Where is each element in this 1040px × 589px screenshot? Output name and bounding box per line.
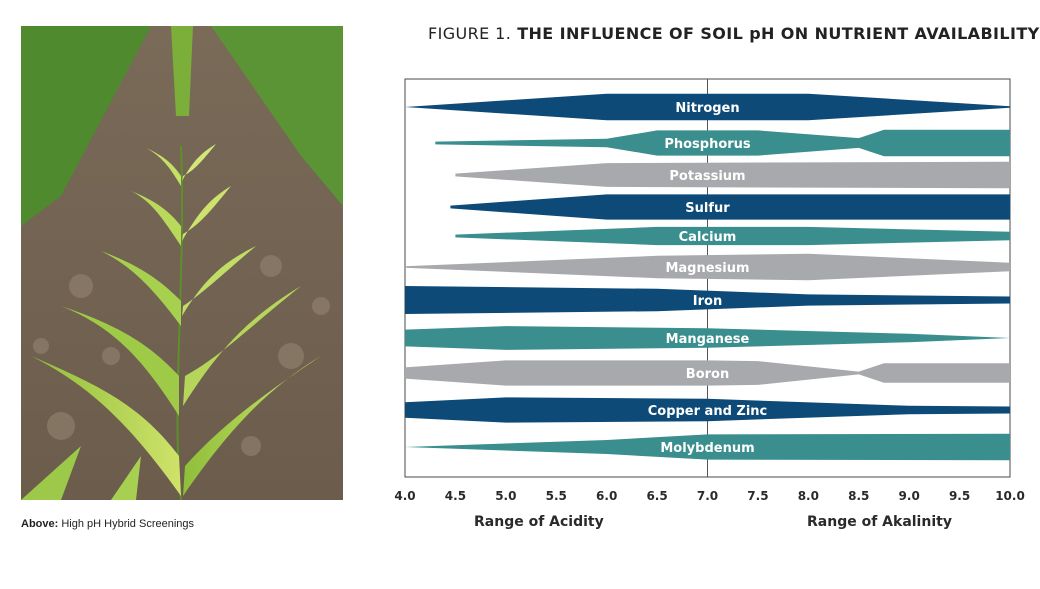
band-phosphorus	[435, 129, 1010, 157]
x-tick-label: 9.5	[949, 489, 970, 503]
band-potassium	[455, 161, 1010, 189]
band-label: Phosphorus	[664, 137, 751, 152]
x-tick-label: 5.5	[546, 489, 567, 503]
nutrient-bands: Nitrogen Phosphorus Potassium Sulfur Calcium…	[405, 93, 1010, 461]
band-label: Calcium	[679, 230, 737, 245]
x-tick-label: 7.5	[747, 489, 768, 503]
band-sulfur	[450, 194, 1010, 220]
band-label: Potassium	[669, 169, 745, 184]
x-tick-label: 7.0	[697, 489, 718, 503]
alkalinity-range-label: Range of Akalinity	[807, 514, 952, 530]
band-magnesium	[405, 253, 1010, 281]
band-label: Manganese	[666, 332, 750, 347]
band-molybdenum	[405, 433, 1010, 461]
figure-title: FIGURE 1. THE INFLUENCE OF SOIL pH ON NU…	[428, 24, 1040, 43]
figure-number: FIGURE 1.	[428, 24, 512, 43]
band-copper-and-zinc	[405, 397, 1010, 423]
caption-bold-label: Above:	[21, 518, 59, 530]
band-nitrogen	[405, 93, 1010, 121]
band-label: Boron	[686, 367, 729, 382]
band-label: Copper and Zinc	[648, 404, 768, 419]
x-tick-label: 6.0	[596, 489, 617, 503]
x-tick-label: 8.0	[798, 489, 819, 503]
x-tick-label: 6.5	[646, 489, 667, 503]
x-tick-label: 10.0	[995, 489, 1025, 503]
figure-title-text: THE INFLUENCE OF SOIL pH ON NUTRIENT AVA…	[511, 24, 1040, 43]
x-tick-label: 8.5	[848, 489, 869, 503]
band-label: Nitrogen	[675, 101, 739, 116]
acidity-range-label: Range of Acidity	[474, 514, 604, 530]
band-manganese	[405, 326, 1010, 350]
band-calcium	[455, 226, 1010, 246]
caption-text: High pH Hybrid Screenings	[58, 518, 195, 530]
x-tick-label: 4.0	[394, 489, 415, 503]
x-tick-label: 5.0	[495, 489, 516, 503]
x-tick-label: 9.0	[899, 489, 920, 503]
band-iron	[405, 286, 1010, 314]
band-label: Sulfur	[685, 201, 730, 216]
x-tick-labels: 4.0 4.5 5.0 5.5 6.0 6.5 7.0 7.5 8.0 8.5 9.0 9.5 10.0	[394, 489, 1024, 503]
band-label: Iron	[693, 294, 722, 309]
corn-field-photo	[21, 26, 343, 500]
photo-caption: Above: High pH Hybrid Screenings	[21, 518, 194, 530]
band-boron	[405, 360, 1010, 386]
x-tick-label: 4.5	[445, 489, 466, 503]
band-label: Molybdenum	[660, 441, 754, 456]
band-label: Magnesium	[665, 261, 749, 276]
